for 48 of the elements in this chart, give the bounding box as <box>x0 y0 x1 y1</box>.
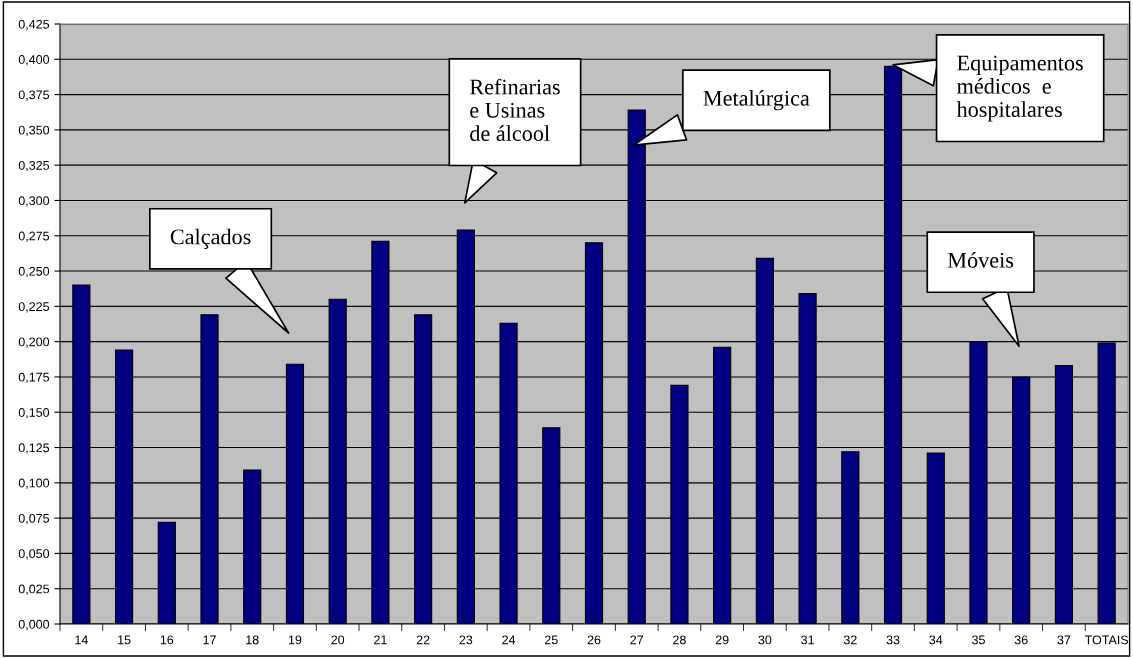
x-tick-label: TOTAIS <box>1084 635 1129 645</box>
x-tick-label: 25 <box>544 635 558 645</box>
x-tick-label: 37 <box>1057 635 1071 645</box>
y-tick-label: 0,400 <box>18 55 50 66</box>
y-tick-label: 0,250 <box>18 266 50 278</box>
y-tick-label: 0,125 <box>18 443 50 454</box>
y-tick-label: 0,000 <box>18 619 50 631</box>
x-tick-label: 16 <box>160 635 174 645</box>
annotation: Móveis <box>947 252 1014 268</box>
y-tick-label: 0,175 <box>18 372 50 384</box>
x-tick-label: 15 <box>118 635 131 645</box>
annotation: Equipamentos médicos e hospitalares <box>956 55 1083 122</box>
x-tick-label: 31 <box>801 635 814 645</box>
annotation: Calçados <box>170 228 251 249</box>
annotation: Metalúrgica <box>703 90 810 111</box>
y-tick-label: 0,050 <box>18 549 50 560</box>
y-tick-label: 0,375 <box>18 90 50 101</box>
y-tick-label: 0,275 <box>18 231 50 242</box>
x-tick-label: 33 <box>886 635 900 645</box>
annotation: Refinarias e Usinas de álcool <box>469 78 560 141</box>
y-tick-label: 0,200 <box>18 337 50 348</box>
x-tick-label: 20 <box>331 635 345 645</box>
x-tick-label: 21 <box>374 635 387 645</box>
x-tick-label: 18 <box>246 635 259 645</box>
y-tick-label: 0,100 <box>18 478 50 489</box>
x-tick-label: 32 <box>843 635 857 645</box>
x-tick-label: 19 <box>288 635 302 645</box>
x-tick-label: 23 <box>459 635 473 645</box>
x-tick-label: 34 <box>929 635 943 645</box>
y-tick-label: 0,325 <box>18 160 50 172</box>
y-tick-label: 0,150 <box>18 408 50 419</box>
y-tick-label: 0,025 <box>18 584 50 595</box>
y-tick-label: 0,225 <box>18 302 50 313</box>
y-tick-label: 0,350 <box>18 125 50 137</box>
x-tick-label: 30 <box>758 635 772 645</box>
x-tick-label: 27 <box>630 635 644 645</box>
x-tick-label: 24 <box>502 635 516 645</box>
x-tick-label: 35 <box>972 635 985 645</box>
x-tick-label: 17 <box>203 635 216 645</box>
y-tick-label: 0,425 <box>18 19 50 31</box>
x-tick-label: 14 <box>75 635 88 645</box>
y-tick-label: 0,300 <box>18 196 50 207</box>
x-tick-label: 28 <box>673 635 686 645</box>
y-tick-label: 0,075 <box>18 513 50 525</box>
x-tick-label: 26 <box>587 635 601 645</box>
x-tick-label: 29 <box>715 635 729 645</box>
x-tick-label: 22 <box>416 635 430 645</box>
x-tick-label: 36 <box>1014 635 1028 645</box>
